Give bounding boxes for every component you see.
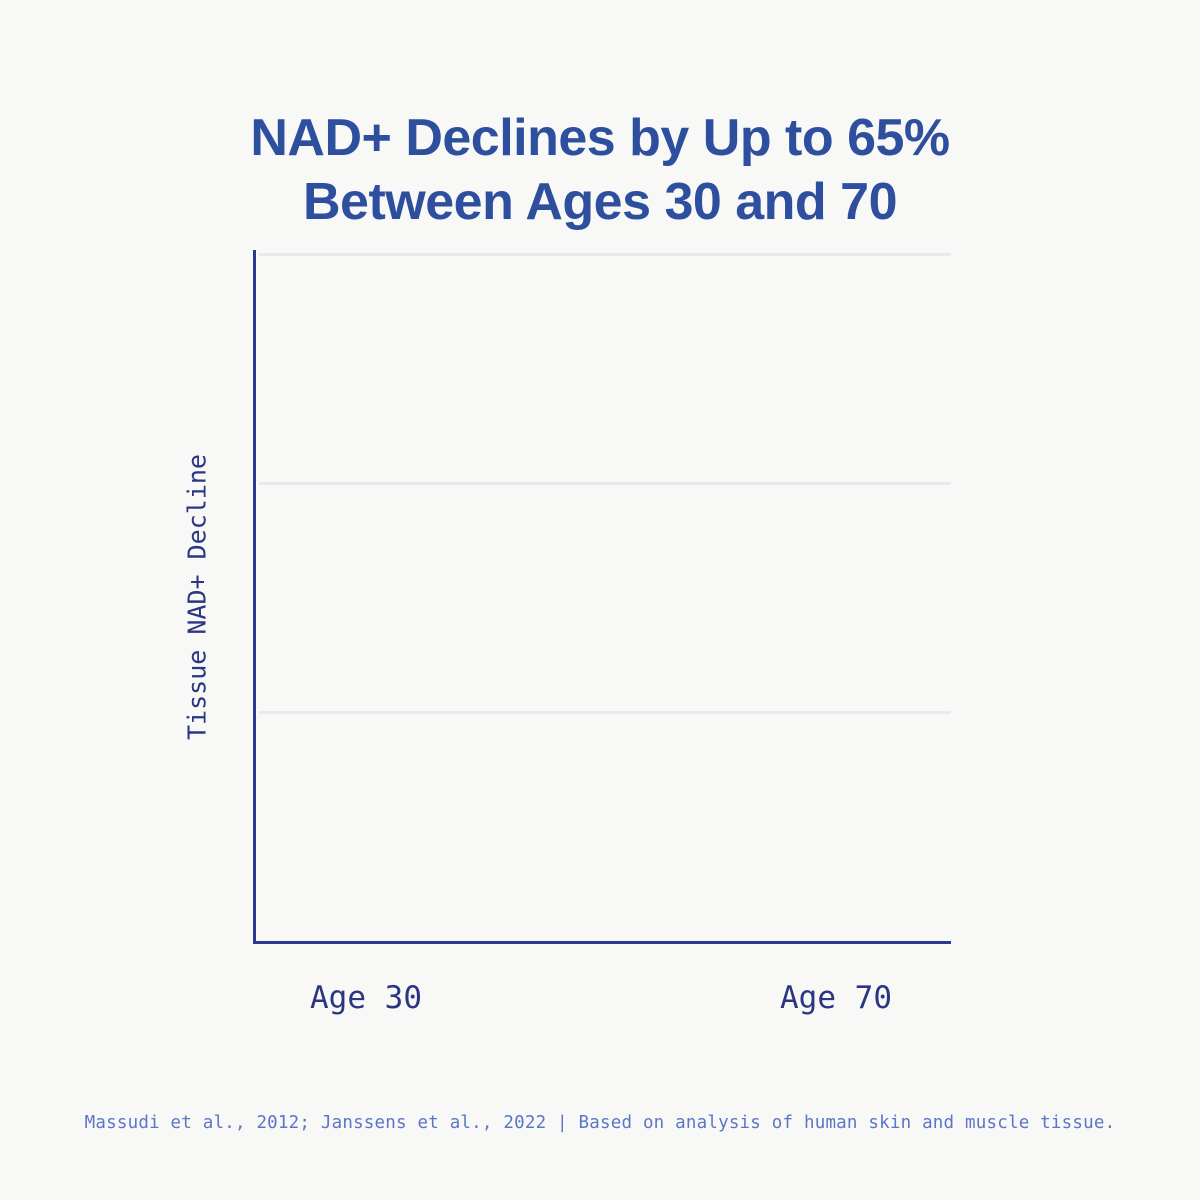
x-axis-label-age-30: Age 30 (310, 980, 422, 1016)
gridline-middle (259, 482, 951, 485)
source-citation: Massudi et al., 2012; Janssens et al., 2… (84, 1113, 1116, 1133)
chart-title-line-1: NAD+ Declines by Up to 65% (250, 109, 950, 167)
chart-title: NAD+ Declines by Up to 65% Between Ages … (0, 106, 1200, 235)
chart-title-line-2: Between Ages 30 and 70 (303, 173, 897, 232)
y-axis-label: Tissue NAD+ Decline (182, 454, 212, 740)
plot-area (253, 250, 951, 944)
gridline-top (259, 253, 951, 256)
gridline-lower (259, 711, 951, 714)
x-axis-label-age-70: Age 70 (780, 980, 892, 1016)
